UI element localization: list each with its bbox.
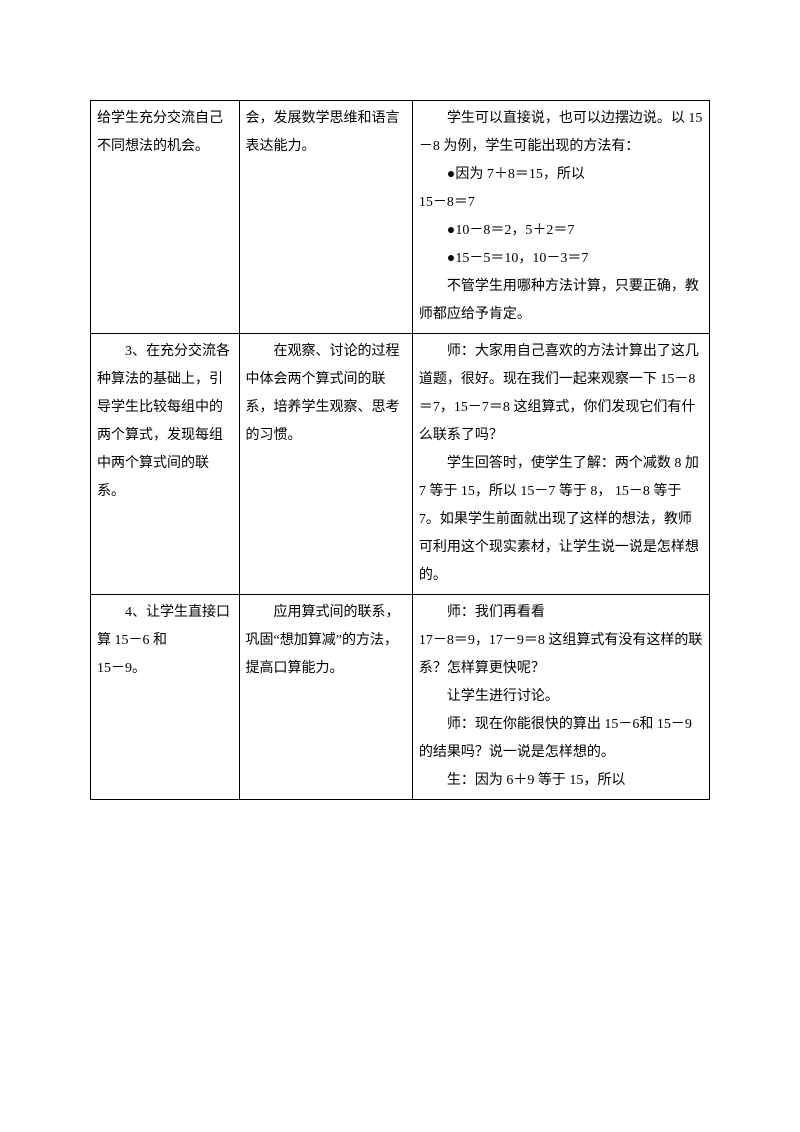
cell-text: 师：现在你能很快的算出 15－6和 15－9 的结果吗？说一说是怎样想的。 [419,711,703,767]
cell-purpose: 应用算式间的联系，巩固“想加算减”的方法，提高口算能力。 [239,595,412,800]
cell-purpose: 在观察、讨论的过程中体会两个算式间的联系，培养学生观察、思考的习惯。 [239,334,412,595]
cell-dialogue: 师：我们再看看 17－8＝9，17－9＝8 这组算式有没有这样的联系？怎样算更快… [412,595,709,800]
cell-text: 会，发展数学思维和语言表达能力。 [246,105,406,161]
cell-activity: 3、在充分交流各种算法的基础上，引导学生比较每组中的两个算式，发现每组中两个算式… [91,334,240,595]
cell-text: 3、在充分交流各种算法的基础上，引导学生比较每组中的两个算式，发现每组中两个算式… [97,338,233,506]
cell-text: ●15－5＝10，10－3＝7 [419,245,703,273]
cell-text: 15－9。 [97,655,233,683]
cell-text: 4、让学生直接口算 15－6 和 [97,599,233,655]
cell-text: 15－8＝7 [419,189,703,217]
cell-text: 17－8＝9，17－9＝8 这组算式有没有这样的联系？怎样算更快呢？ [419,627,703,683]
cell-text: 让学生进行讨论。 [419,683,703,711]
cell-text: ●因为 7＋8＝15，所以 [419,161,703,189]
cell-activity: 4、让学生直接口算 15－6 和 15－9。 [91,595,240,800]
cell-text: 在观察、讨论的过程中体会两个算式间的联系，培养学生观察、思考的习惯。 [246,338,406,450]
cell-text: ●10－8＝2，5＋2＝7 [419,217,703,245]
cell-text: 生：因为 6＋9 等于 15，所以 [419,767,703,795]
cell-text: 应用算式间的联系，巩固“想加算减”的方法，提高口算能力。 [246,599,406,683]
cell-text: 学生回答时，使学生了解：两个减数 8 加 7 等于 15，所以 15－7 等于 … [419,450,703,590]
cell-dialogue: 学生可以直接说，也可以边摆边说。以 15－8 为例，学生可能出现的方法有： ●因… [412,101,709,334]
table-row: 给学生充分交流自己不同想法的机会。 会，发展数学思维和语言表达能力。 学生可以直… [91,101,710,334]
cell-text: 师：我们再看看 [419,599,703,627]
cell-text: 给学生充分交流自己不同想法的机会。 [97,105,233,161]
cell-text: 学生可以直接说，也可以边摆边说。以 15－8 为例，学生可能出现的方法有： [419,105,703,161]
cell-purpose: 会，发展数学思维和语言表达能力。 [239,101,412,334]
cell-text: 师：大家用自己喜欢的方法计算出了这几道题，很好。现在我们一起来观察一下 15－8… [419,338,703,450]
table-row: 3、在充分交流各种算法的基础上，引导学生比较每组中的两个算式，发现每组中两个算式… [91,334,710,595]
cell-activity: 给学生充分交流自己不同想法的机会。 [91,101,240,334]
lesson-plan-table: 给学生充分交流自己不同想法的机会。 会，发展数学思维和语言表达能力。 学生可以直… [90,100,710,800]
cell-text: 不管学生用哪种方法计算，只要正确，教师都应给予肯定。 [419,273,703,329]
cell-dialogue: 师：大家用自己喜欢的方法计算出了这几道题，很好。现在我们一起来观察一下 15－8… [412,334,709,595]
table-row: 4、让学生直接口算 15－6 和 15－9。 应用算式间的联系，巩固“想加算减”… [91,595,710,800]
document-page: 给学生充分交流自己不同想法的机会。 会，发展数学思维和语言表达能力。 学生可以直… [0,0,800,1132]
